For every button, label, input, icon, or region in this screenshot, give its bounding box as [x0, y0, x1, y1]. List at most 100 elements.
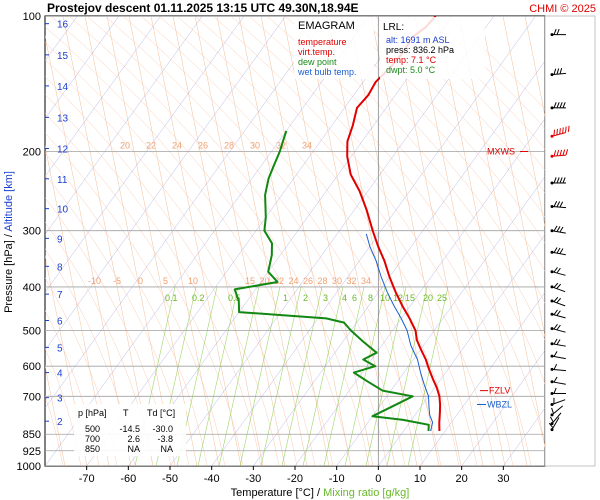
wind-barb-feather	[553, 247, 558, 253]
temperature-tick-label: 10	[414, 473, 426, 485]
wind-barb-feather	[553, 177, 557, 184]
legend-title: EMAGRAM	[298, 20, 355, 32]
wind-barb-origin	[550, 134, 554, 138]
wind-barb-feather	[559, 201, 564, 208]
moist-adiabat-line	[86, 16, 388, 466]
wind-barb-feather	[556, 247, 561, 254]
moist-adiabat-line	[45, 152, 208, 466]
table-cell: -14.5	[119, 424, 140, 434]
wind-barb	[550, 102, 566, 110]
moist-adiabat-line	[50, 16, 352, 466]
dry-adiabat-label: 30	[250, 140, 260, 150]
wind-panel	[544, 15, 596, 467]
isotherm-line	[45, 16, 328, 409]
moist-adiabat-line	[158, 16, 460, 466]
pressure-tick-label: 925	[23, 446, 41, 458]
wet-bulb-line	[365, 233, 434, 432]
altitude-tick-label: 10	[57, 205, 69, 216]
moist-adiabat-line	[140, 16, 442, 466]
table-cell: -3.8	[157, 434, 173, 444]
level-table: p [hPa] T Td [°C] 500 -14.5 -30.0 700 2.…	[74, 404, 186, 456]
wind-barb-origin	[550, 422, 554, 426]
y-axis-title: Pressure [hPa] / Altitude [km]	[3, 171, 15, 313]
wind-barb-feather	[553, 309, 558, 316]
mixing-ratio-label: 20	[423, 293, 433, 303]
wind-barb-feather	[553, 376, 558, 383]
pressure-tick-label: 600	[23, 361, 41, 373]
pressure-tick-label: 200	[23, 146, 41, 158]
wind-barb	[550, 338, 566, 347]
mixing-ratio-label: 0.1	[165, 293, 178, 303]
wind-barb-feather	[553, 363, 558, 370]
wind-barb-origin	[550, 413, 554, 417]
moist-adiabat-line	[45, 94, 262, 466]
wind-barb-feather	[551, 407, 555, 414]
temperature-tick-label: -20	[287, 473, 303, 485]
wind-barb-feather	[556, 267, 561, 274]
x-axis-label-mixing: Mixing ratio [g/kg]	[323, 487, 409, 499]
altitude-tick-label: 4	[57, 369, 63, 380]
pressure-tick-label: 850	[23, 429, 41, 441]
moist-adiabat-line	[122, 16, 424, 466]
wind-barb	[550, 351, 566, 360]
moist-adiabat-line	[446, 16, 545, 110]
dew-point-line	[233, 130, 430, 432]
isotherm-line	[45, 16, 203, 235]
isotherm-line	[128, 16, 453, 466]
dry-adiabat-label: 22	[146, 140, 156, 150]
altitude-tick-label: 15	[57, 51, 69, 62]
copyright: CHMI © 2025	[529, 3, 596, 15]
moist-adiabat-label: 0	[138, 276, 143, 286]
altitude-tick-label: 8	[57, 262, 63, 273]
wind-barb	[550, 323, 566, 333]
chart-title: Prostejov descent 01.11.2025 13:15 UTC 4…	[47, 1, 359, 15]
adiabat-labels: 20 22 24 26 28 30 32 34-10 -5 0 5 10 15 20 22 24 26 28 30 3…	[88, 140, 447, 302]
isotherm-line	[45, 16, 120, 120]
temperature-tick-label: -60	[120, 473, 136, 485]
wind-barb-feather	[556, 68, 560, 75]
moist-adiabat-label: 5	[163, 276, 168, 286]
temperature-line	[346, 16, 442, 432]
wind-barb-origin	[550, 367, 554, 371]
dry-adiabat-label: 24	[172, 140, 182, 150]
pressure-tick-label: 700	[23, 391, 41, 403]
lrl-title: LRL:	[383, 22, 404, 33]
wind-barb	[550, 405, 564, 417]
wind-barb	[550, 309, 566, 319]
mixing-ratio-line	[302, 286, 344, 466]
wind-barb	[548, 417, 560, 432]
mixing-ratio-line	[365, 286, 407, 466]
wind-barb-feather	[562, 127, 564, 134]
wind-barb-origin	[550, 33, 554, 37]
y-axis-label-pressure: Pressure [hPa]	[3, 240, 15, 313]
table-header-td: Td [°C]	[147, 408, 175, 418]
wind-barb-origin	[550, 428, 554, 432]
wind-barb-feather	[556, 201, 561, 208]
pressure-tick-label: 500	[23, 326, 41, 338]
isotherm-line	[169, 16, 495, 466]
isotherm-line	[294, 118, 545, 466]
wind-barb	[550, 387, 566, 395]
table-cell: -30.0	[152, 424, 173, 434]
altitude-tick-label: 9	[57, 234, 63, 245]
altitude-tick-label: 2	[57, 417, 63, 428]
wind-barb-feather	[549, 416, 554, 423]
wind-barbs	[548, 28, 570, 432]
wind-barb-feather	[548, 422, 554, 429]
wind-barb	[550, 267, 566, 276]
wind-barb-feather	[553, 225, 558, 232]
mixing-ratio-label: 4	[342, 293, 347, 303]
wind-barb-feather	[556, 128, 558, 135]
moist-adiabat-line	[45, 394, 64, 466]
wind-barb	[550, 177, 566, 185]
wind-barb-feather	[562, 149, 566, 156]
wind-barb-feather	[553, 68, 557, 75]
altitude-tick-label: 13	[57, 113, 69, 124]
wind-barb-origin	[550, 106, 554, 110]
table-cell: 700	[85, 434, 100, 444]
dry-adiabat-label: 28	[224, 140, 234, 150]
wind-barb-origin	[550, 270, 554, 274]
wind-barb-feather	[553, 282, 559, 288]
mixing-ratio-label: 15	[405, 293, 415, 303]
pressure-tick-label: 300	[23, 226, 41, 238]
